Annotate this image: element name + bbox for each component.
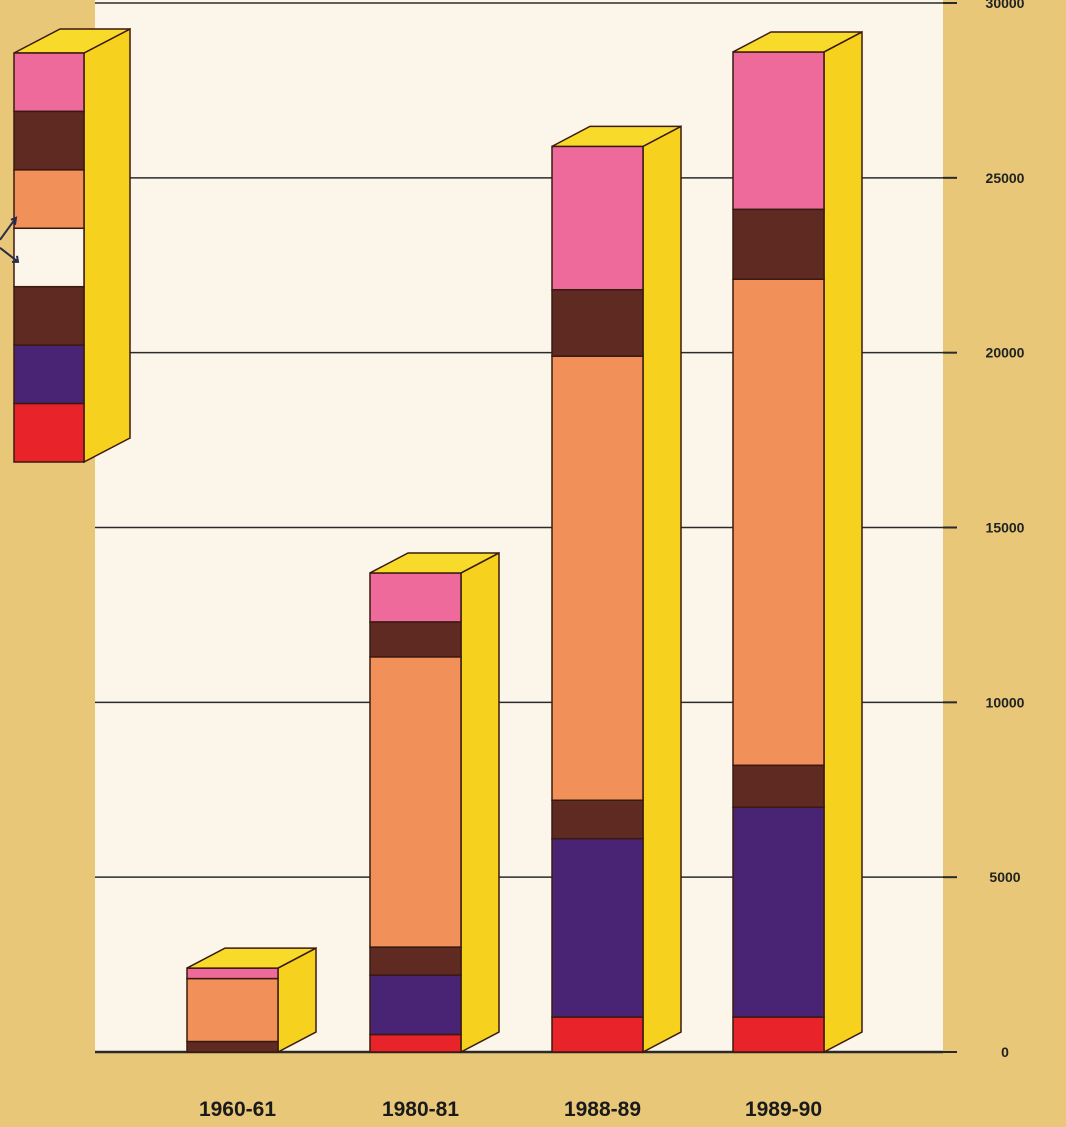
bar-segment-1989-90-s0 [732,1016,825,1053]
bar-segment-1988-89-s2 [551,799,644,840]
bar-segment-1988-89-s5 [551,145,644,291]
bar-segment-1989-90-s3 [732,278,825,767]
bar-top-1989-90 [732,31,863,53]
bar-side-1988-89 [642,125,682,1054]
ytick-label-5: 25000 [986,170,1025,186]
bar-top-1980-81 [369,552,500,574]
ytick-label-2: 10000 [986,694,1025,710]
bar-segment-1980-81-s4 [369,621,462,658]
bar-segment-1980-81-s2 [369,946,462,976]
legend [0,27,131,464]
xtick-label-1980-81: 1980-81 [382,1098,459,1121]
bars [186,30,863,1054]
bar-segment-1989-90-s2 [732,764,825,808]
bar-1960-61 [186,946,317,1054]
bar-segment-1980-81-s0 [369,1033,462,1053]
xtick-label-1989-90: 1989-90 [745,1098,822,1121]
bar-segment-1960-61-s5 [186,967,279,980]
bar-segment-1989-90-s1 [732,806,825,1018]
legend-swatch-0 [13,52,85,113]
bar-1980-81 [369,551,500,1054]
legend-pointer-arrow [0,216,20,263]
bar-side-1980-81 [460,551,500,1054]
bar-segment-1989-90-s4 [732,208,825,280]
xtick-label-1988-89: 1988-89 [564,1098,641,1121]
bar-segment-1988-89-s3 [551,355,644,801]
bar-side-1989-90 [823,30,863,1054]
ytick-label-6: 30000 [986,0,1025,11]
bar-1988-89 [551,125,682,1054]
bar-segment-1988-89-s4 [551,288,644,357]
bar-segment-1980-81-s3 [369,656,462,948]
legend-swatch-6 [13,402,85,463]
bar-segment-1988-89-s0 [551,1016,644,1053]
bar-top-1988-89 [551,125,682,148]
legend-swatch-5 [13,344,85,405]
bar-segment-1960-61-s2 [186,1040,279,1053]
bar-segment-1980-81-s5 [369,572,462,623]
legend-side [83,27,131,464]
xtick-label-1960-61: 1960-61 [199,1098,276,1121]
y-axis-ticks: 0 5000 10000 15000 20000 25000 30000 [986,0,1025,1060]
ytick-label-0: 0 [1001,1044,1009,1060]
bar-segment-1988-89-s1 [551,837,644,1018]
bar-segment-1960-61-s3 [186,977,279,1043]
ytick-label-3: 15000 [986,520,1025,536]
legend-swatch-4 [13,285,85,346]
legend-swatch-2 [13,169,85,230]
legend-swatch-3 [13,227,85,288]
bar-top-1960-61 [186,947,317,969]
bar-segment-1989-90-s5 [732,51,825,211]
ytick-label-1: 5000 [989,869,1020,885]
ytick-label-4: 20000 [986,345,1025,361]
x-axis-ticks: 1960-61 1980-81 1988-89 1989-90 [199,1098,822,1121]
bar-1989-90 [732,30,863,1054]
bar-segment-1980-81-s1 [369,974,462,1036]
legend-swatch-1 [13,110,85,171]
